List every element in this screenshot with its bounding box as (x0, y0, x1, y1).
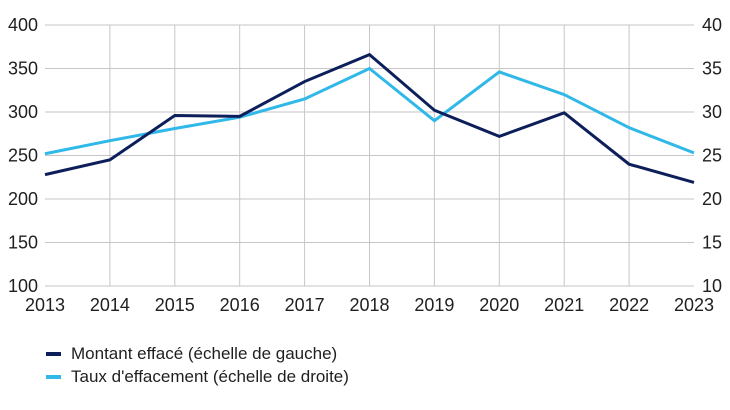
svg-text:2018: 2018 (349, 295, 389, 315)
svg-text:15: 15 (702, 233, 722, 253)
svg-text:2020: 2020 (479, 295, 519, 315)
svg-text:300: 300 (8, 102, 38, 122)
legend-item-montant-efface: Montant effacé (échelle de gauche) (46, 342, 349, 365)
svg-text:150: 150 (8, 233, 38, 253)
svg-text:200: 200 (8, 189, 38, 209)
svg-text:30: 30 (702, 102, 722, 122)
svg-text:2013: 2013 (25, 295, 65, 315)
svg-text:10: 10 (702, 276, 722, 296)
chart-legend: Montant effacé (échelle de gauche) Taux … (46, 342, 349, 388)
svg-text:350: 350 (8, 59, 38, 79)
legend-dash-navy-icon (46, 351, 61, 356)
svg-text:2017: 2017 (285, 295, 325, 315)
svg-text:100: 100 (8, 276, 38, 296)
svg-text:2019: 2019 (414, 295, 454, 315)
legend-dash-cyan-icon (46, 374, 61, 379)
svg-text:2014: 2014 (90, 295, 130, 315)
legend-label-montant-efface: Montant effacé (échelle de gauche) (71, 344, 338, 363)
svg-text:2015: 2015 (155, 295, 195, 315)
svg-text:2021: 2021 (544, 295, 584, 315)
legend-label-taux-effacement: Taux d'effacement (échelle de droite) (71, 367, 349, 386)
legend-item-taux-effacement: Taux d'effacement (échelle de droite) (46, 365, 349, 388)
svg-text:25: 25 (702, 146, 722, 166)
svg-text:2023: 2023 (674, 295, 714, 315)
svg-text:2022: 2022 (609, 295, 649, 315)
svg-text:35: 35 (702, 59, 722, 79)
svg-text:40: 40 (702, 15, 722, 35)
svg-text:2016: 2016 (220, 295, 260, 315)
svg-text:250: 250 (8, 146, 38, 166)
svg-text:20: 20 (702, 189, 722, 209)
svg-text:400: 400 (8, 15, 38, 35)
